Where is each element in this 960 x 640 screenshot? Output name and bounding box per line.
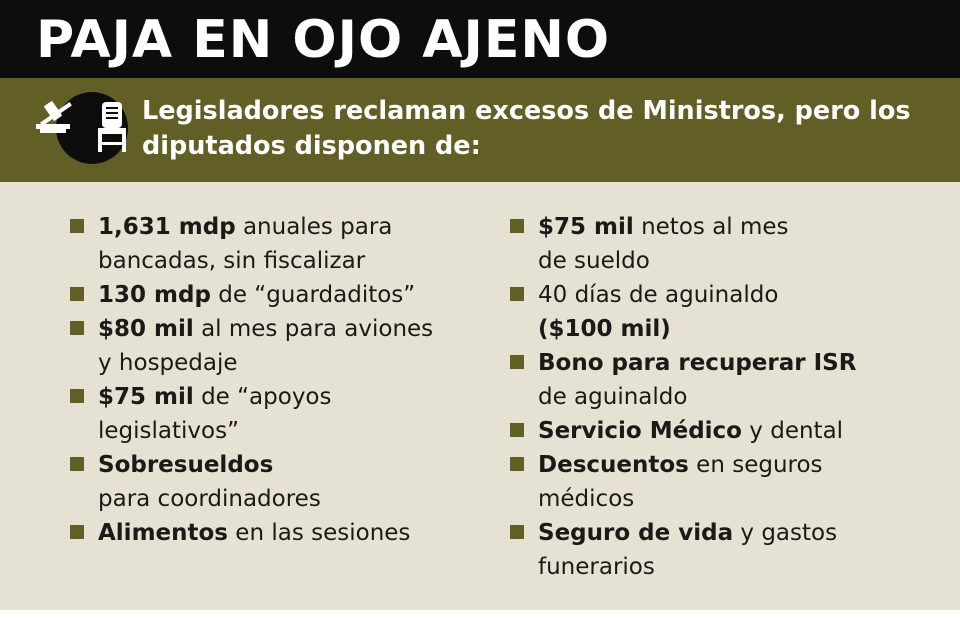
list-item: 40 días de aguinaldo ($100 mil) bbox=[510, 278, 940, 346]
item-bold: Seguro de vida bbox=[538, 520, 734, 546]
list-item: $80 mil al mes para aviones y hospedaje bbox=[70, 312, 470, 380]
subtitle-line-2: diputados disponen de: bbox=[142, 131, 481, 161]
square-bullet-icon bbox=[70, 219, 84, 233]
item-line2: médicos bbox=[538, 486, 635, 512]
item-bold: Alimentos bbox=[98, 520, 228, 546]
item-bold: $75 mil bbox=[98, 384, 194, 410]
square-bullet-icon bbox=[70, 457, 84, 471]
list-item: Descuentos en seguros médicos bbox=[510, 448, 940, 516]
item-line2: funerarios bbox=[538, 554, 655, 580]
square-bullet-icon bbox=[510, 219, 524, 233]
square-bullet-icon bbox=[510, 525, 524, 539]
item-line2: y hospedaje bbox=[98, 350, 238, 376]
item-text: netos al mes bbox=[633, 214, 789, 240]
list-item: 1,631 mdp anuales para bancadas, sin fis… bbox=[70, 210, 470, 278]
square-bullet-icon bbox=[70, 287, 84, 301]
square-bullet-icon bbox=[510, 423, 524, 437]
item-line2-bold: ($100 mil) bbox=[538, 316, 671, 342]
content-panel bbox=[0, 182, 960, 610]
square-bullet-icon bbox=[510, 457, 524, 471]
list-item: 130 mdp de “guardaditos” bbox=[70, 278, 470, 312]
square-bullet-icon bbox=[510, 287, 524, 301]
square-bullet-icon bbox=[70, 525, 84, 539]
subtitle-bar bbox=[0, 78, 960, 182]
item-text: anuales para bbox=[235, 214, 393, 240]
item-line2: para coordinadores bbox=[98, 486, 321, 512]
page-title: PAJA EN OJO AJENO bbox=[36, 10, 611, 70]
item-text: al mes para aviones bbox=[193, 316, 434, 342]
item-text: 40 días de aguinaldo bbox=[538, 282, 779, 308]
right-list: $75 mil netos al mes de sueldo 40 días d… bbox=[510, 210, 940, 584]
list-item: Alimentos en las sesiones bbox=[70, 516, 470, 550]
item-line2: de sueldo bbox=[538, 248, 650, 274]
item-text: de “apoyos bbox=[193, 384, 332, 410]
square-bullet-icon bbox=[70, 321, 84, 335]
item-text: de “guardaditos” bbox=[210, 282, 416, 308]
square-bullet-icon bbox=[70, 389, 84, 403]
item-bold: $75 mil bbox=[538, 214, 634, 240]
list-item: Sobresueldos para coordinadores bbox=[70, 448, 470, 516]
item-bold: 130 mdp bbox=[98, 282, 211, 308]
item-bold: Descuentos bbox=[538, 452, 689, 478]
item-line2: de aguinaldo bbox=[538, 384, 688, 410]
justice-gavel-chair-icon bbox=[36, 92, 128, 164]
list-item: $75 mil netos al mes de sueldo bbox=[510, 210, 940, 278]
item-line2: legislativos” bbox=[98, 418, 239, 444]
list-item: $75 mil de “apoyos legislativos” bbox=[70, 380, 470, 448]
subtitle: Legisladores reclaman excesos de Ministr… bbox=[142, 94, 942, 164]
item-bold: Bono para recuperar ISR bbox=[538, 350, 857, 376]
item-bold: Servicio Médico bbox=[538, 418, 742, 444]
list-item: Bono para recuperar ISR de aguinaldo bbox=[510, 346, 940, 414]
left-list: 1,631 mdp anuales para bancadas, sin fis… bbox=[70, 210, 470, 550]
item-bold: 1,631 mdp bbox=[98, 214, 236, 240]
item-text: y dental bbox=[741, 418, 844, 444]
item-text: en seguros bbox=[688, 452, 823, 478]
subtitle-line-1: Legisladores reclaman excesos de Ministr… bbox=[142, 96, 911, 126]
item-bold: Sobresueldos bbox=[98, 452, 274, 478]
item-text: y gastos bbox=[733, 520, 838, 546]
list-item: Seguro de vida y gastos funerarios bbox=[510, 516, 940, 584]
list-item: Servicio Médico y dental bbox=[510, 414, 940, 448]
item-text: en las sesiones bbox=[228, 520, 411, 546]
item-line2: bancadas, sin fiscalizar bbox=[98, 248, 366, 274]
item-bold: $80 mil bbox=[98, 316, 194, 342]
title-bar bbox=[0, 0, 960, 78]
square-bullet-icon bbox=[510, 355, 524, 369]
